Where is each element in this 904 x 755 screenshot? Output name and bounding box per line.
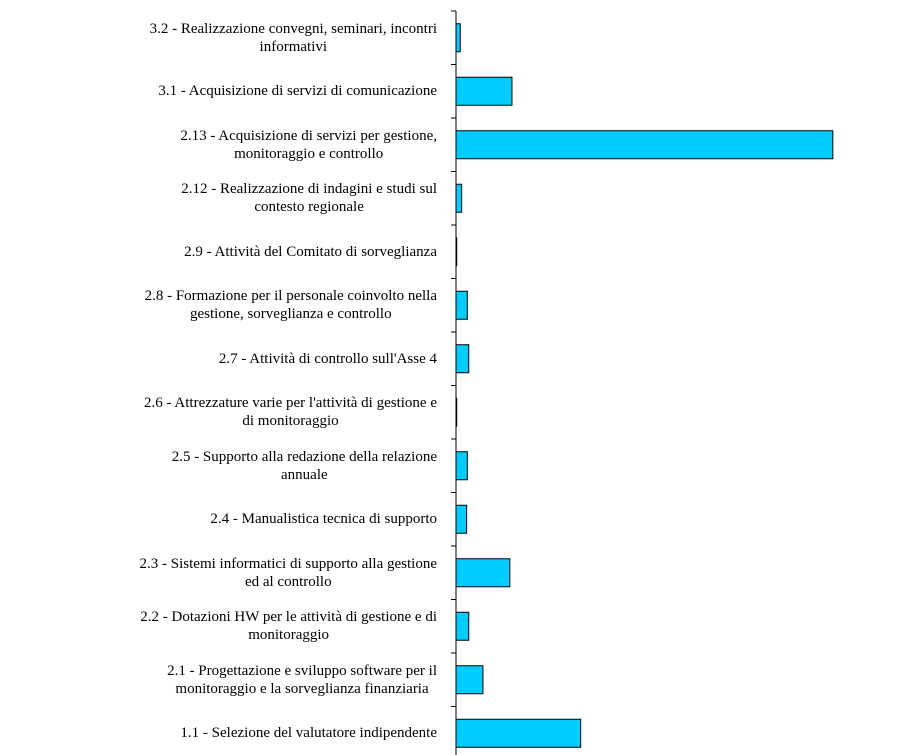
bar xyxy=(455,665,484,695)
bar xyxy=(455,76,513,106)
bar xyxy=(455,611,470,641)
bar xyxy=(455,451,468,481)
bar xyxy=(455,504,468,534)
category-label: 2.1 - Progettazione e sviluppo software … xyxy=(167,662,437,697)
category-label: 2.12 - Realizzazione di indagini e studi… xyxy=(181,181,437,216)
category-label: 2.9 - Attività del Comitato di sorveglia… xyxy=(184,243,437,260)
category-label: 2.13 - Acquisizione di servizi per gesti… xyxy=(180,127,437,162)
category-label: 1.1 - Selezione del valutatore indipende… xyxy=(180,725,437,742)
category-label: 2.5 - Supporto alla redazione della rela… xyxy=(171,448,437,483)
category-label: 3.1 - Acquisizione di servizi di comunic… xyxy=(158,83,437,100)
bar xyxy=(455,183,463,213)
bar xyxy=(455,23,461,53)
bar xyxy=(455,290,468,320)
bar xyxy=(455,344,470,374)
bar xyxy=(455,718,582,748)
category-label: 2.2 - Dotazioni HW per le attività di ge… xyxy=(140,609,437,644)
bar xyxy=(455,130,834,160)
bar xyxy=(455,558,511,588)
category-label: 2.7 - Attività di controllo sull'Asse 4 xyxy=(218,350,437,367)
category-label: 2.4 - Manualistica tecnica di supporto xyxy=(210,511,437,528)
category-label: 3.2 - Realizzazione convegni, seminari, … xyxy=(149,20,437,55)
category-label: 2.6 - Attrezzature varie per l'attività … xyxy=(144,395,437,430)
category-label: 2.3 - Sistemi informatici di supporto al… xyxy=(139,555,437,590)
category-label: 2.8 - Formazione per il personale coinvo… xyxy=(144,288,437,323)
